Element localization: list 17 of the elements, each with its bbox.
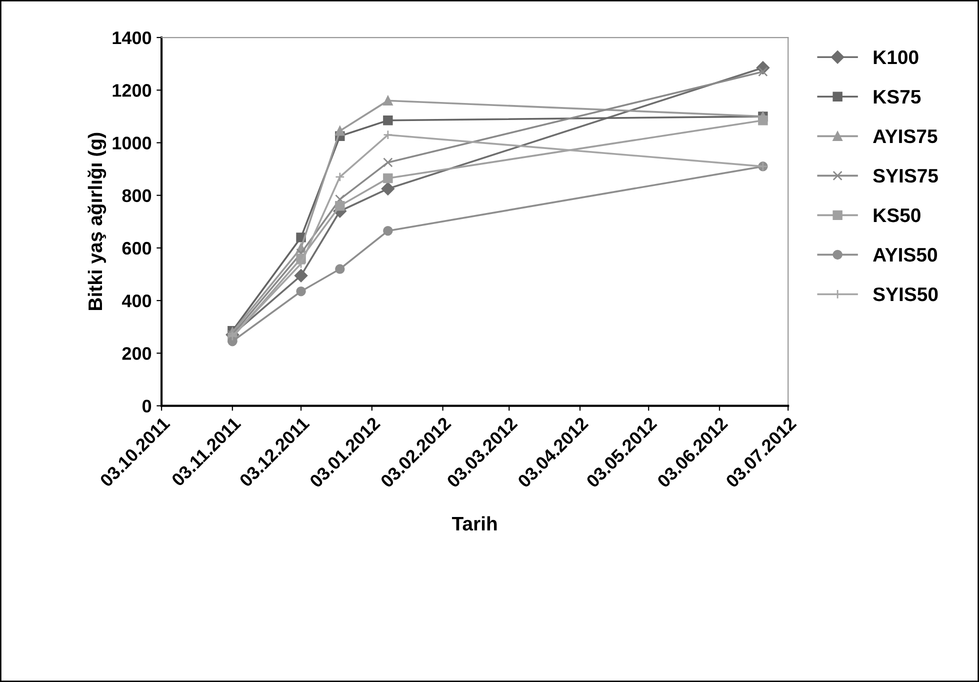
legend-label: SYIS50: [873, 287, 938, 302]
y-tick-label: 800: [122, 189, 152, 202]
y-tick-label: 0: [142, 400, 152, 413]
y-tick-label: 1400: [112, 31, 152, 44]
legend-label: KS50: [874, 208, 920, 222]
legend-label: KS75: [874, 90, 921, 104]
y-axis-title: Bitki yaş ağırlığı (g): [88, 132, 106, 310]
legend-label: AYIS50: [873, 248, 938, 262]
y-tick-label: 600: [122, 242, 152, 255]
legend-label: SYIS75: [873, 168, 938, 183]
legend-label: AYIS75: [873, 129, 938, 144]
y-tick-label: 400: [122, 294, 152, 308]
y-tick-label: 1200: [112, 84, 152, 97]
x-axis-title: Tarih: [452, 516, 497, 531]
y-tick-label: 200: [122, 347, 152, 360]
legend-label: K100: [874, 50, 918, 64]
y-tick-label: 1000: [112, 136, 152, 150]
